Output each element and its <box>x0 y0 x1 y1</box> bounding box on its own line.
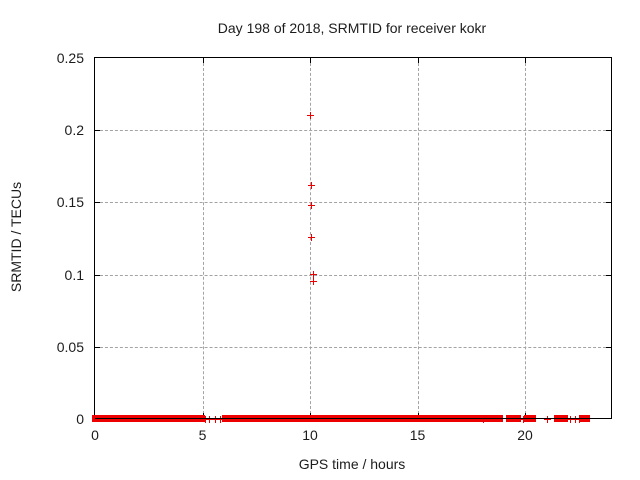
data-point-marker <box>480 415 488 423</box>
x-axis-label: GPS time / hours <box>298 456 406 472</box>
data-point-marker <box>308 201 316 209</box>
data-point-marker <box>211 415 219 423</box>
y-tick-mark <box>95 202 100 204</box>
y-tick-mark-right <box>606 202 611 204</box>
data-point-marker <box>206 415 214 423</box>
data-point-marker <box>571 415 579 423</box>
y-gridline <box>95 274 611 276</box>
y-gridline <box>95 130 611 132</box>
data-point-marker <box>307 112 315 120</box>
data-point-marker <box>308 181 316 189</box>
x-axis-line <box>95 418 611 419</box>
data-point-marker <box>575 415 583 423</box>
x-tick-label: 20 <box>517 427 533 443</box>
data-point-marker <box>520 415 528 423</box>
x-gridline <box>525 58 526 419</box>
y-tick-label: 0.15 <box>56 194 84 211</box>
data-point-marker <box>544 415 552 423</box>
x-tick-label: 15 <box>409 427 426 443</box>
x-tick-label: 0 <box>91 427 99 443</box>
y-tick-label: 0 <box>76 411 84 427</box>
plot-area <box>92 57 612 423</box>
data-point-marker <box>308 233 316 241</box>
y-gridline <box>95 202 611 204</box>
y-tick-label: 0.25 <box>56 50 84 66</box>
x-tick-mark-top <box>310 58 311 63</box>
y-tick-mark <box>95 130 100 132</box>
x-tick-label: 5 <box>198 427 207 443</box>
y-tick-label: 0.2 <box>64 122 84 139</box>
chart-title: Day 198 of 2018, SRMTID for receiver kok… <box>217 20 487 36</box>
y-tick-label: 0.05 <box>56 338 84 355</box>
y-tick-mark-right <box>606 274 611 276</box>
x-tick-label: 10 <box>302 427 318 443</box>
y-tick-mark <box>95 274 100 276</box>
y-gridline <box>95 346 611 348</box>
data-point-marker <box>216 415 224 423</box>
data-point-marker <box>201 415 209 423</box>
x-gridline <box>417 58 419 419</box>
x-gridline <box>202 58 204 419</box>
y-tick-mark <box>95 346 100 348</box>
x-tick-mark-top <box>202 58 204 63</box>
y-tick-label: 0.1 <box>64 266 84 283</box>
data-point-marker <box>309 278 317 286</box>
x-tick-mark-top <box>417 58 419 63</box>
x-tick-mark-top <box>525 58 526 63</box>
data-point-marker <box>309 271 317 279</box>
x-gridline <box>310 58 311 419</box>
y-tick-mark-right <box>606 130 611 132</box>
y-tick-mark-right <box>606 346 611 348</box>
data-point-marker <box>566 415 574 423</box>
